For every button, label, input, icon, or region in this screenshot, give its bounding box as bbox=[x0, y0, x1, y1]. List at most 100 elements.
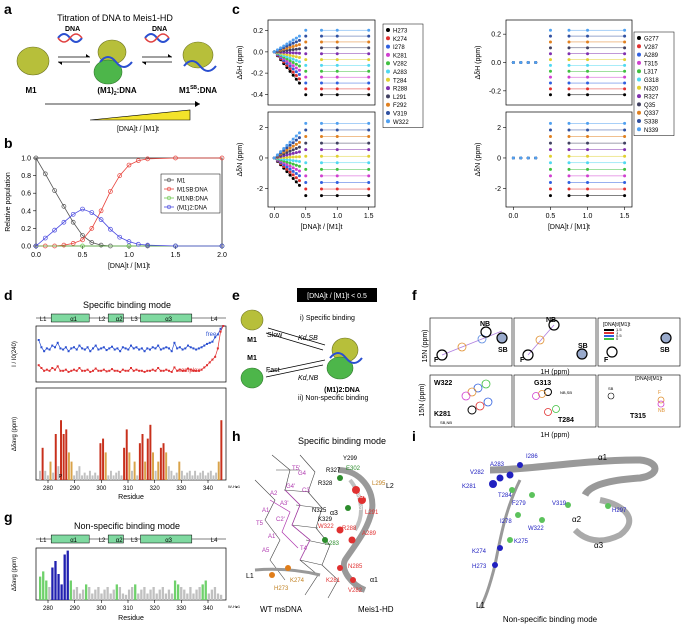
legend-label: Q337 bbox=[644, 111, 659, 117]
f-label: F bbox=[434, 357, 439, 364]
complex-point bbox=[176, 369, 179, 372]
h-dna-label: A3' bbox=[280, 501, 288, 507]
chart-c-plot: 0.2 0.0 -0.2 -0.4 ΔδH (ppm) H273 K274 I278 K281 V… bbox=[237, 19, 675, 231]
chart-b-plot: 0.0 0.2 0.4 0.6 0.8 1.0 0.0 0.5 1.0 1.5 2.0 Relativ… bbox=[5, 156, 227, 271]
complex-point bbox=[195, 369, 198, 372]
data-point bbox=[548, 58, 552, 62]
helix-box bbox=[50, 534, 90, 544]
complex-point bbox=[200, 368, 203, 371]
plot-frame bbox=[267, 19, 376, 106]
free-point bbox=[86, 346, 89, 349]
w-label: W-H𝜀1 bbox=[228, 604, 241, 609]
slow-label: Slow bbox=[267, 332, 283, 339]
residue-bar bbox=[51, 567, 54, 600]
legend-swatch-1 bbox=[604, 332, 614, 334]
panel-i-letter: i bbox=[412, 428, 416, 444]
residue-bar bbox=[210, 589, 214, 600]
complex-point bbox=[146, 369, 149, 372]
free-point bbox=[197, 347, 200, 350]
chart-d-plot: L1 α1 L2 α2 L3 α3 L4 free complex I / I0(240) Δδav… bbox=[12, 313, 241, 501]
residue-bar bbox=[149, 589, 152, 600]
residue-bar bbox=[192, 593, 195, 600]
complex-point bbox=[111, 368, 113, 371]
residue-bar bbox=[161, 587, 164, 600]
residue-bar bbox=[121, 593, 125, 600]
free-point bbox=[64, 346, 67, 349]
panel-g-letter: g bbox=[4, 509, 13, 525]
spectrum-peaks-2 bbox=[532, 388, 560, 416]
legend-marker bbox=[386, 94, 390, 99]
free-point bbox=[59, 347, 62, 350]
x-tick-label: 0.5 bbox=[78, 252, 88, 259]
x-tick-label: 290 bbox=[70, 486, 81, 492]
data-point bbox=[304, 180, 308, 184]
f-residue-label: G313 bbox=[534, 380, 551, 387]
complex-point bbox=[73, 368, 75, 371]
complex-point bbox=[149, 369, 151, 372]
f-ylabel-bottom: 15N (ppm) bbox=[419, 383, 426, 416]
legend-marker bbox=[637, 36, 641, 40]
legend-marker bbox=[637, 85, 641, 90]
residue-bar bbox=[48, 587, 51, 600]
complex-point bbox=[40, 367, 43, 369]
h-residue-label: S338 bbox=[355, 506, 370, 512]
helix-box bbox=[140, 313, 193, 323]
fit-line bbox=[274, 51, 300, 67]
data-point bbox=[89, 210, 95, 215]
free-point bbox=[70, 347, 73, 350]
data-point bbox=[304, 194, 308, 198]
panel-f: f 15N (ppm) F NB SB F NB SB [DNA]t/[M1]t… bbox=[412, 287, 681, 439]
region-label: L4 bbox=[211, 538, 218, 544]
series-line bbox=[35, 208, 222, 247]
helix-box bbox=[107, 534, 124, 544]
residue-bar bbox=[207, 593, 210, 600]
y-axis-label: Relative population bbox=[5, 172, 12, 232]
legend-marker bbox=[166, 204, 172, 210]
legend-marker bbox=[637, 69, 641, 74]
residue-bar bbox=[201, 584, 204, 600]
residue-bar bbox=[199, 472, 202, 480]
residue-bar bbox=[70, 461, 73, 480]
residue-bar bbox=[41, 447, 44, 480]
residue-bar bbox=[131, 470, 133, 480]
dna-icon bbox=[183, 60, 217, 72]
legend-value: 1.5 bbox=[616, 327, 622, 332]
data-point bbox=[304, 87, 308, 91]
free-point bbox=[165, 346, 168, 349]
residue-bar bbox=[60, 584, 63, 600]
peak bbox=[657, 396, 665, 404]
residue-bar bbox=[78, 466, 81, 480]
x-tick-label: 280 bbox=[43, 606, 54, 612]
free-point bbox=[40, 346, 43, 349]
data-point bbox=[173, 155, 178, 161]
panel-g-title: Non-specific binding mode bbox=[74, 521, 180, 531]
residue-bar bbox=[42, 571, 45, 600]
data-point bbox=[304, 141, 308, 145]
residue-bar bbox=[146, 438, 149, 480]
panel-e: e [DNA]t / [M1]t < 0.5 M1 M1 (M1)2:DNA i… bbox=[232, 287, 377, 402]
complex-point bbox=[178, 368, 181, 371]
complex-point bbox=[45, 368, 48, 371]
h-residue-labels: Y299 E302 L295 R327 R328 Q337 S338 N325 … bbox=[256, 456, 386, 594]
y-axis-label: Δδavg (ppm) bbox=[12, 417, 18, 451]
dna-icon bbox=[329, 352, 363, 364]
panel-c: c 0.2 0.0 -0.2 -0.4 ΔδH (ppm) H273 K274 I278 K28… bbox=[232, 1, 675, 231]
data-point bbox=[304, 187, 308, 191]
free-point bbox=[214, 336, 217, 339]
i-residue-label: I278 bbox=[500, 519, 512, 525]
y-tick-label: 0.8 bbox=[21, 173, 31, 180]
f-xlabel-bottom: 1H (ppm) bbox=[540, 432, 569, 439]
complex-point bbox=[64, 368, 67, 371]
complex-point bbox=[140, 369, 143, 372]
residue-bar bbox=[123, 447, 126, 480]
h-residue-label: A289 bbox=[362, 531, 377, 537]
ratio-label: [DNA]t / [M1]t bbox=[117, 126, 159, 133]
legend-label: N320 bbox=[644, 86, 659, 92]
arrow-head bbox=[195, 101, 200, 107]
y-tick-label: 0.2 bbox=[491, 32, 501, 39]
x-axis-label: Residue bbox=[118, 615, 144, 622]
m1-nonspecific-blob bbox=[93, 59, 123, 85]
i-residue-label: W322 bbox=[528, 526, 544, 532]
legend-label: (M1)2:DNA bbox=[177, 206, 207, 212]
complex-point bbox=[192, 369, 195, 372]
